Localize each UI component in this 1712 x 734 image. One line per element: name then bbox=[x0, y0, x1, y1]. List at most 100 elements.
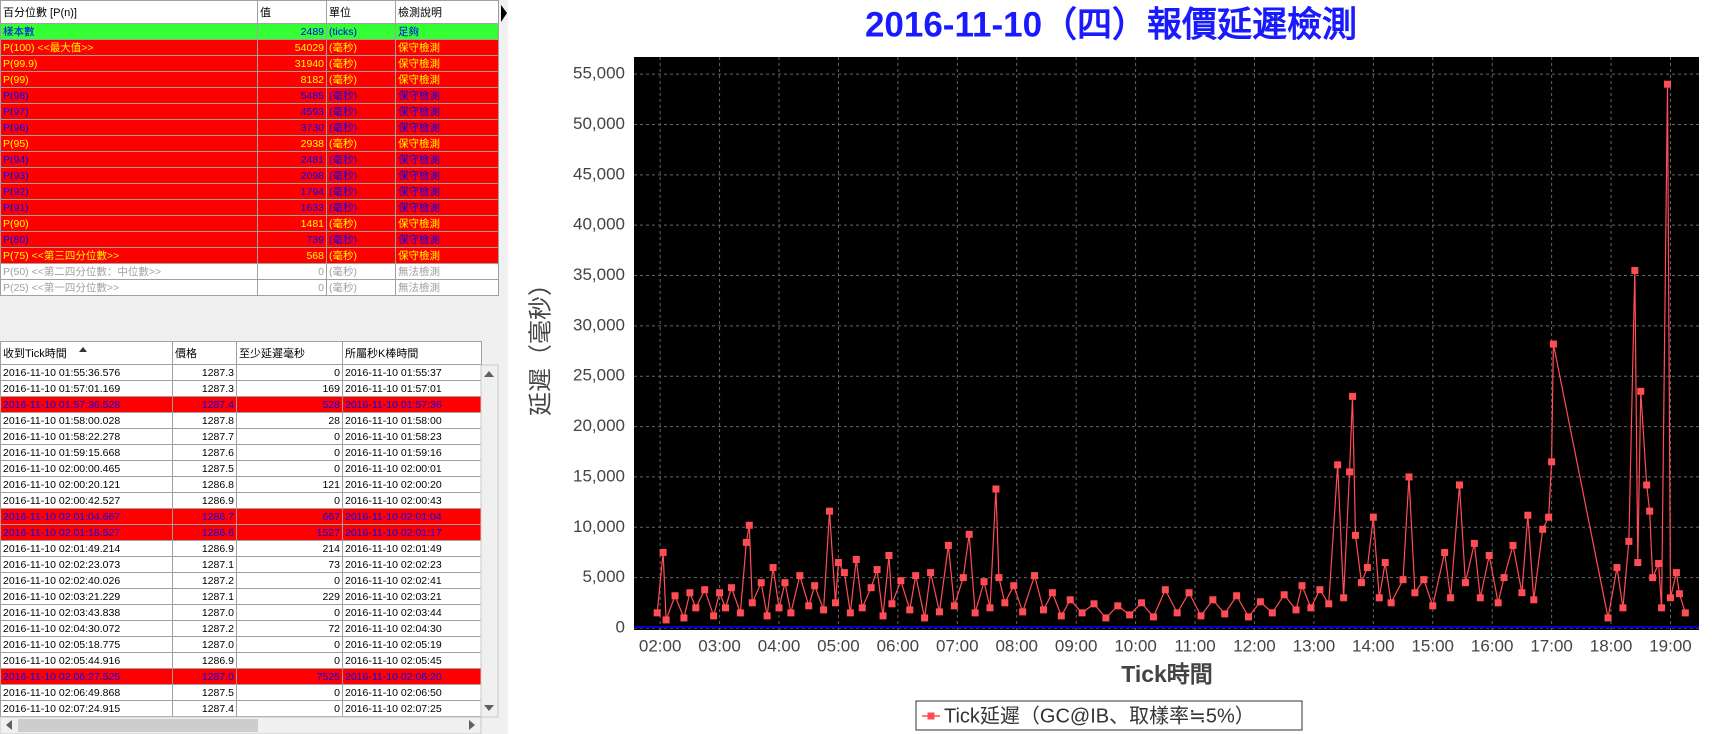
tick-table: 收到Tick時間 價格 至少延遲毫秒 所屬秒K棒時間 2016-11-10 01:55:… bbox=[0, 341, 482, 717]
point-marker bbox=[1405, 473, 1413, 481]
scroll-up[interactable] bbox=[484, 371, 494, 377]
v-scrollbar[interactable] bbox=[480, 364, 499, 718]
point-marker bbox=[1149, 613, 1157, 621]
percentile-label: P(99) bbox=[0, 71, 258, 88]
percentile-label: P(94) bbox=[0, 151, 258, 168]
scroll-right[interactable] bbox=[469, 720, 475, 730]
tick-cell: 2016-11-10 02:06:50 bbox=[342, 684, 482, 701]
point-marker bbox=[1631, 266, 1639, 274]
chart: 2016-11-10（四）報價延遲檢測 延遲（毫秒） Tick時間 0 5,000… bbox=[527, 4, 1699, 731]
tick-cell: 1287.6 bbox=[172, 444, 237, 461]
x-tick-label: 09:00 bbox=[1055, 636, 1098, 655]
tick-row: 2016-11-10 01:57:01.169 1287.3 169 2016-11-… bbox=[0, 380, 482, 397]
point-marker bbox=[831, 599, 839, 607]
y-tick-label: 5,000 bbox=[582, 567, 625, 586]
point-marker bbox=[1090, 600, 1098, 608]
tick-row: 2016-11-10 02:02:40.026 1287.2 0 2016-11-10… bbox=[0, 572, 482, 589]
point-marker bbox=[1470, 539, 1478, 547]
splitter[interactable] bbox=[500, 0, 508, 734]
point-marker bbox=[775, 604, 783, 612]
x-tick-label: 11:00 bbox=[1174, 636, 1215, 655]
x-tick-label: 02:00 bbox=[639, 636, 682, 655]
point-marker bbox=[852, 556, 860, 564]
x-tick-label: 04:00 bbox=[758, 636, 801, 655]
tick-cell: 1286.6 bbox=[172, 524, 237, 541]
note: 保守檢測 bbox=[395, 183, 499, 200]
tick-cell: 2016-11-10 02:01:49.214 bbox=[0, 540, 173, 557]
unit: (毫秒) bbox=[326, 119, 396, 136]
percentile-row: P(92) 1794 (毫秒) 保守檢測 bbox=[0, 183, 499, 200]
percentile-label: P(90) bbox=[0, 215, 258, 232]
percentile-label: P(91) bbox=[0, 199, 258, 216]
percentile-row: P(94) 2481 (毫秒) 保守檢測 bbox=[0, 151, 499, 168]
unit: (毫秒) bbox=[326, 135, 396, 152]
tick-row: 2016-11-10 02:00:20.121 1286.8 121 2016-11-… bbox=[0, 476, 482, 493]
point-marker bbox=[1545, 513, 1553, 521]
point-marker bbox=[659, 548, 667, 556]
percentile-label: P(98) bbox=[0, 87, 258, 104]
x-tick-label: 10:00 bbox=[1114, 636, 1157, 655]
point-marker bbox=[1672, 569, 1680, 577]
point-marker bbox=[1001, 599, 1009, 607]
tick-cell: 2016-11-10 02:05:19 bbox=[342, 636, 482, 653]
h-scroll-thumb[interactable] bbox=[18, 719, 258, 732]
note: 無法檢測 bbox=[395, 279, 499, 296]
point-marker bbox=[1539, 525, 1547, 533]
column-header: 單位 bbox=[326, 0, 396, 24]
percentile-value: 5485 bbox=[257, 87, 327, 104]
y-tick-label: 25,000 bbox=[573, 366, 625, 385]
point-marker bbox=[1509, 541, 1517, 549]
point-marker bbox=[1634, 559, 1642, 567]
plot-area bbox=[634, 57, 1699, 630]
percentile-row: P(98) 5485 (毫秒) 保守檢測 bbox=[0, 87, 499, 104]
point-marker bbox=[1245, 613, 1253, 621]
point-marker bbox=[1031, 572, 1039, 580]
point-marker bbox=[1549, 340, 1557, 348]
scroll-left[interactable] bbox=[6, 720, 12, 730]
tick-row: 2016-11-10 02:05:44.916 1286.9 0 2016-11-10… bbox=[0, 652, 482, 669]
point-marker bbox=[950, 602, 958, 610]
tick-cell: 1287.0 bbox=[172, 636, 237, 653]
x-tick-label: 12:00 bbox=[1233, 636, 1276, 655]
point-marker bbox=[1375, 594, 1383, 602]
tick-row: 2016-11-10 02:03:43.838 1287.0 0 2016-11-10… bbox=[0, 604, 482, 621]
point-marker bbox=[1369, 513, 1377, 521]
point-marker bbox=[1649, 574, 1657, 582]
note: 無法檢測 bbox=[395, 263, 499, 280]
point-marker bbox=[1209, 596, 1217, 604]
tick-row: 2016-11-10 02:07:24.915 1287.4 0 2016-11-10… bbox=[0, 700, 482, 717]
percentile-value: 1633 bbox=[257, 199, 327, 216]
percentile-label: P(97) bbox=[0, 103, 258, 120]
legend-marker bbox=[927, 712, 935, 720]
tick-row: 2016-11-10 02:01:49.214 1286.9 214 2016-11-… bbox=[0, 540, 482, 557]
percentile-row: P(100) <<最大值>> 54029 (毫秒) 保守檢測 bbox=[0, 39, 499, 56]
point-marker bbox=[763, 612, 771, 620]
percentile-value: 3730 bbox=[257, 119, 327, 136]
point-marker bbox=[1646, 507, 1654, 515]
tick-cell: 2016-11-10 02:00:20 bbox=[342, 476, 482, 493]
tick-cell: 2016-11-10 02:02:40.026 bbox=[0, 572, 173, 589]
note: 保守檢測 bbox=[395, 103, 499, 120]
percentile-value: 31940 bbox=[257, 55, 327, 72]
percentile-value: 0 bbox=[257, 279, 327, 296]
unit: (毫秒) bbox=[326, 215, 396, 232]
point-marker bbox=[1161, 586, 1169, 594]
point-marker bbox=[1363, 564, 1371, 572]
point-marker bbox=[757, 579, 765, 587]
point-marker bbox=[736, 609, 744, 617]
tick-cell: 1287.2 bbox=[172, 572, 237, 589]
note: 保守檢測 bbox=[395, 87, 499, 104]
point-marker bbox=[873, 566, 881, 574]
scrollbars bbox=[0, 347, 499, 734]
column-header: 收到Tick時間 bbox=[0, 341, 173, 365]
point-marker bbox=[1307, 604, 1315, 612]
percentile-value: 2481 bbox=[257, 151, 327, 168]
note: 保守檢測 bbox=[395, 135, 499, 152]
legend-label: Tick延遲（GC@IB、取樣率≒5%） bbox=[944, 704, 1255, 727]
tick-cell: 2016-11-10 01:58:00 bbox=[342, 412, 482, 429]
tick-cell: 2016-11-10 02:05:44.916 bbox=[0, 652, 173, 669]
column-header: 所屬秒K棒時間 bbox=[342, 341, 482, 365]
tick-cell: 1286.9 bbox=[172, 492, 237, 509]
tick-row: 2016-11-10 02:06:49.868 1287.5 0 2016-11-10… bbox=[0, 684, 482, 701]
scroll-down[interactable] bbox=[484, 705, 494, 711]
